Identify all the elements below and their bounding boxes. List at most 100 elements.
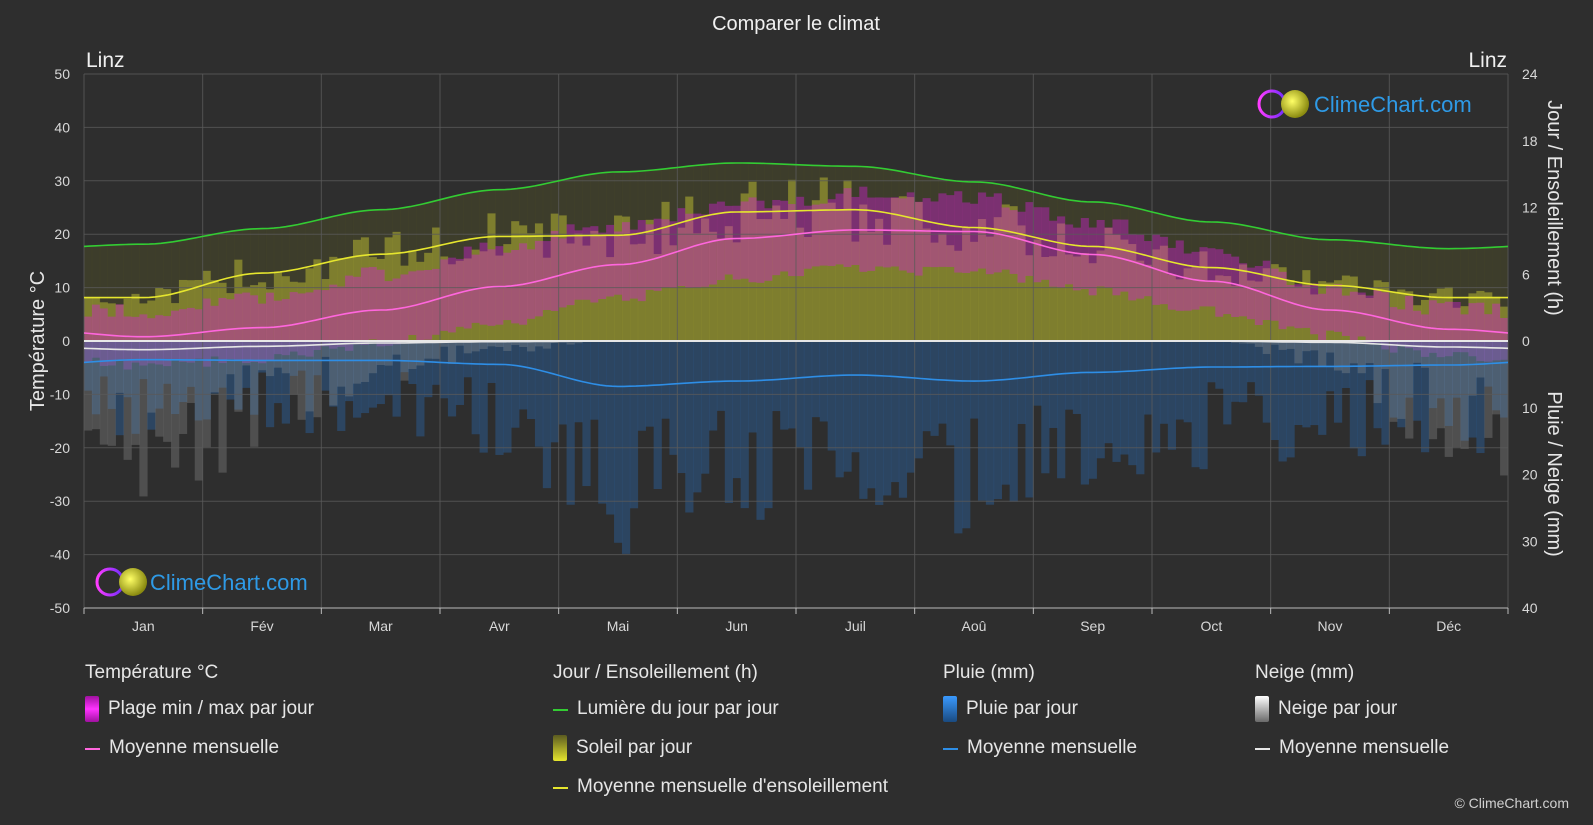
temp-range-bar <box>1009 210 1018 274</box>
snow-bar <box>1349 341 1358 364</box>
legend-snow-daily: Neige par jour <box>1255 696 1449 737</box>
legend-snow-avg-label: Moyenne mensuelle <box>1279 737 1450 758</box>
snow-bar <box>313 341 322 418</box>
temp-range-bar <box>234 293 243 360</box>
rain-bar <box>107 341 116 409</box>
legend-temp-avg: Moyenne mensuelle <box>85 737 314 776</box>
snow-bar <box>139 341 148 497</box>
sunshine-bar <box>1096 250 1105 341</box>
rain-bar <box>1215 341 1224 389</box>
y-right-top-tick: 0 <box>1522 333 1530 349</box>
temp-range-bar <box>1049 220 1058 287</box>
snow-swatch <box>1255 696 1269 722</box>
location-left: Linz <box>86 49 125 72</box>
sunshine-bar <box>788 179 797 341</box>
brand-logo-bottom[interactable]: ClimeChart.com <box>95 567 308 597</box>
sunshine-bar <box>1428 293 1438 341</box>
sunshine-bar <box>851 241 860 341</box>
rain-bar <box>1152 341 1161 453</box>
rain-bar <box>1286 341 1295 458</box>
temp-range-bar <box>970 203 979 272</box>
temp-range-bar <box>115 304 124 360</box>
rain-bar <box>178 341 188 403</box>
x-tick-label: Fév <box>250 618 273 634</box>
brand-logo-top[interactable]: ClimeChart.com <box>1257 89 1472 119</box>
rain-bar <box>1476 341 1485 454</box>
sunshine-bar <box>1405 291 1414 341</box>
temp-range-bar <box>178 309 188 362</box>
rain-bar <box>519 341 528 410</box>
temp-range-bar <box>1144 241 1153 297</box>
temp-range-bar <box>479 242 488 325</box>
sunshine-bar <box>954 250 963 341</box>
sunshine-bar <box>305 268 314 341</box>
temp-range-bar <box>1246 267 1256 320</box>
daylight-bar <box>226 231 235 341</box>
legend-daylight-label: Lumière du jour par jour <box>577 698 779 719</box>
sunshine-bar <box>930 242 939 341</box>
rain-bar <box>732 341 741 479</box>
rain-bar <box>305 341 314 434</box>
snow-bar <box>242 341 251 366</box>
y-left-tick: -50 <box>50 600 70 616</box>
sunshine-bar <box>1318 281 1327 341</box>
sunshine-bar <box>1120 239 1129 341</box>
legend-temp-avg-label: Moyenne mensuelle <box>109 737 280 758</box>
temp-range-bar <box>99 308 109 366</box>
rain-bar <box>84 341 93 391</box>
temp-range-bar <box>606 224 615 297</box>
sunshine-bar <box>685 196 694 341</box>
temp-range-bar <box>985 196 995 275</box>
rain-bar <box>1057 341 1066 479</box>
sunshine-bar <box>392 231 401 341</box>
temp-range-bar <box>376 269 385 347</box>
sunshine-bar <box>368 257 378 341</box>
x-tick-label: Jan <box>132 618 155 634</box>
temp-range-bar <box>827 199 836 266</box>
snow-bar <box>376 341 385 366</box>
sunshine-bar <box>479 251 488 341</box>
rain-bar <box>1294 341 1303 426</box>
rain-bar <box>360 341 370 414</box>
rain-bar <box>258 341 267 373</box>
sunshine-bar <box>1397 289 1406 341</box>
series-line-pluie-mm- <box>84 358 1508 388</box>
snow-bar <box>289 341 298 395</box>
sunshine-bar <box>1468 293 1477 341</box>
rain-bar <box>1017 341 1026 424</box>
temp-range-bar <box>550 230 559 311</box>
temp-range-bar <box>1452 302 1461 353</box>
rain-bar <box>392 341 401 417</box>
rain-bar <box>487 341 496 383</box>
sunshine-bar <box>194 279 203 341</box>
legend-sunshine-label: Soleil par jour <box>576 737 693 758</box>
x-tick-label: Nov <box>1318 618 1343 634</box>
sunshine-bar <box>653 254 662 341</box>
snow-bar <box>384 341 393 366</box>
sunshine-bar <box>321 279 330 341</box>
rain-bar <box>1452 341 1461 398</box>
y-right-bottom-tick: 10 <box>1522 400 1538 416</box>
rain-bar <box>1080 341 1090 485</box>
sunshine-bar <box>139 303 148 341</box>
temp-range-bar <box>297 293 306 356</box>
legend-rain: Pluie (mm) Pluie par jour Moyenne mensue… <box>943 662 1137 776</box>
snow-bar <box>297 341 306 420</box>
temp-range-bar <box>265 292 275 360</box>
rain-bar <box>1128 341 1137 466</box>
snow-bar <box>218 341 227 473</box>
snow-bar <box>163 341 172 442</box>
sunshine-bar <box>384 237 393 341</box>
rain-bar <box>186 341 196 387</box>
temp-range-bar <box>440 259 449 331</box>
temp-range-bar <box>527 249 536 319</box>
sunshine-bar <box>1270 264 1279 341</box>
snow-bar <box>273 341 283 368</box>
temp-range-bar <box>1500 317 1508 360</box>
snow-bar <box>1476 341 1485 378</box>
rain-bar <box>1088 341 1097 479</box>
temp-range-bar <box>724 205 734 275</box>
snow-bar <box>368 341 378 374</box>
temp-range-bar <box>1484 314 1493 362</box>
sunshine-bar <box>1152 249 1161 341</box>
